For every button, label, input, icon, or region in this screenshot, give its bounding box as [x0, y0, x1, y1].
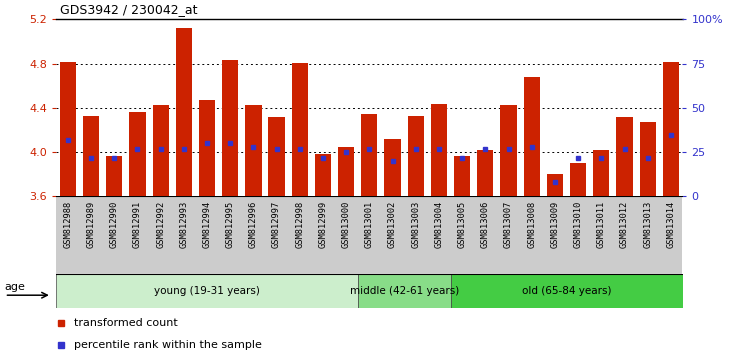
Bar — [497, 196, 520, 274]
Bar — [477, 150, 494, 196]
Bar — [408, 116, 424, 196]
Bar — [242, 196, 265, 274]
Bar — [288, 196, 311, 274]
Bar — [451, 274, 682, 308]
Text: middle (42-61 years): middle (42-61 years) — [350, 286, 459, 296]
Bar — [149, 196, 172, 274]
Text: GSM812996: GSM812996 — [249, 200, 258, 247]
Bar — [500, 105, 517, 196]
Text: GSM813003: GSM813003 — [411, 200, 420, 247]
Bar — [427, 196, 451, 274]
Text: GSM813009: GSM813009 — [550, 200, 560, 247]
Bar — [265, 196, 288, 274]
Text: GSM812998: GSM812998 — [296, 200, 304, 247]
Bar — [520, 196, 543, 274]
Text: GSM812997: GSM812997 — [272, 200, 281, 247]
Text: GSM813002: GSM813002 — [388, 200, 397, 247]
Text: young (19-31 years): young (19-31 years) — [154, 286, 260, 296]
Bar — [362, 114, 377, 196]
Bar — [547, 175, 563, 196]
Bar — [199, 100, 215, 196]
Text: GSM812989: GSM812989 — [86, 200, 95, 247]
Text: GSM813014: GSM813014 — [667, 200, 676, 247]
Text: GSM813008: GSM813008 — [527, 200, 536, 247]
Text: GDS3942 / 230042_at: GDS3942 / 230042_at — [60, 3, 197, 16]
Bar — [636, 196, 659, 274]
Bar — [474, 196, 497, 274]
Text: GSM813004: GSM813004 — [434, 200, 443, 247]
Bar — [222, 61, 238, 196]
Bar — [245, 105, 262, 196]
Text: GSM812990: GSM812990 — [110, 200, 118, 247]
Bar — [570, 163, 586, 196]
Bar — [196, 196, 218, 274]
Bar — [640, 122, 656, 196]
Text: GSM813011: GSM813011 — [597, 200, 606, 247]
Bar — [218, 196, 242, 274]
Bar — [60, 62, 76, 196]
Text: GSM812993: GSM812993 — [179, 200, 188, 247]
Text: GSM812991: GSM812991 — [133, 200, 142, 247]
Bar — [451, 196, 474, 274]
Bar — [616, 117, 633, 196]
Bar — [176, 28, 192, 196]
Bar — [80, 196, 103, 274]
Bar — [126, 196, 149, 274]
Bar — [404, 196, 427, 274]
Text: GSM813006: GSM813006 — [481, 200, 490, 247]
Bar — [311, 196, 334, 274]
Bar — [292, 63, 308, 196]
Text: GSM812999: GSM812999 — [319, 200, 328, 247]
Text: GSM813010: GSM813010 — [574, 200, 583, 247]
Bar — [103, 196, 126, 274]
Text: GSM812994: GSM812994 — [202, 200, 211, 247]
Text: GSM813007: GSM813007 — [504, 200, 513, 247]
Bar — [543, 196, 566, 274]
Bar — [152, 105, 169, 196]
Bar — [129, 113, 146, 196]
Bar — [430, 103, 447, 196]
Bar — [590, 196, 613, 274]
Bar — [381, 196, 404, 274]
Text: percentile rank within the sample: percentile rank within the sample — [74, 339, 262, 350]
Bar — [268, 117, 285, 196]
Bar — [663, 62, 679, 196]
Text: GSM813001: GSM813001 — [364, 200, 374, 247]
Bar — [334, 196, 358, 274]
Bar — [172, 196, 196, 274]
Bar — [56, 274, 358, 308]
Bar — [524, 77, 540, 196]
Text: old (65-84 years): old (65-84 years) — [522, 286, 611, 296]
Text: GSM812995: GSM812995 — [226, 200, 235, 247]
Bar — [106, 155, 122, 196]
Text: GSM812988: GSM812988 — [63, 200, 72, 247]
Bar — [593, 150, 610, 196]
Bar — [358, 196, 381, 274]
Bar — [613, 196, 636, 274]
Bar — [338, 147, 354, 196]
Text: transformed count: transformed count — [74, 318, 178, 329]
Bar — [358, 274, 451, 308]
Bar — [83, 116, 99, 196]
Text: GSM813000: GSM813000 — [342, 200, 351, 247]
Bar — [315, 154, 331, 196]
Bar — [566, 196, 590, 274]
Bar — [659, 196, 682, 274]
Text: GSM812992: GSM812992 — [156, 200, 165, 247]
Bar — [56, 196, 80, 274]
Text: GSM813005: GSM813005 — [458, 200, 466, 247]
Text: GSM813012: GSM813012 — [620, 200, 629, 247]
Bar — [454, 155, 470, 196]
Text: GSM813013: GSM813013 — [644, 200, 652, 247]
Text: age: age — [4, 282, 26, 292]
Bar — [385, 139, 400, 196]
